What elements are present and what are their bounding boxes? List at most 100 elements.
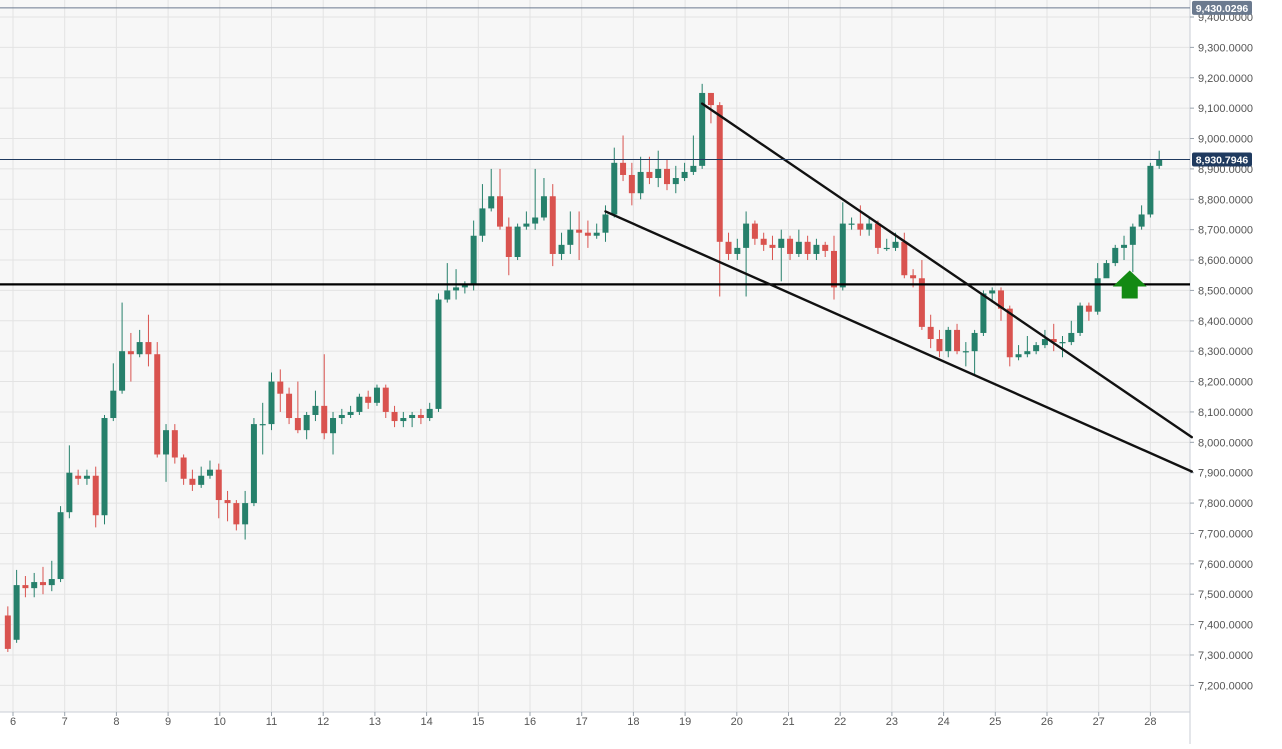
up-arrow-icon[interactable]: [1112, 270, 1147, 299]
candle-down: [417, 408, 424, 425]
candle-body: [163, 430, 170, 455]
candle-down: [497, 168, 504, 230]
candle-up: [593, 223, 600, 239]
candle-body: [699, 92, 706, 166]
candle-down: [874, 220, 881, 254]
candle-body: [980, 293, 987, 333]
candle-up: [48, 560, 55, 592]
candle-body: [198, 475, 205, 485]
candle-up: [567, 211, 574, 254]
candle-body: [716, 105, 723, 242]
candle-body: [110, 390, 117, 419]
candle-down: [189, 469, 196, 491]
candle-body: [1103, 263, 1110, 279]
candle-up: [101, 414, 108, 525]
price-axis-panel[interactable]: [1190, 0, 1282, 744]
candle-body: [1033, 345, 1040, 352]
candle-body: [751, 223, 758, 239]
candle-down: [75, 469, 82, 485]
y-tick-label: 9,300.0000: [1198, 42, 1253, 54]
y-tick-label: 8,000.0000: [1198, 437, 1253, 449]
candle-up: [523, 211, 530, 230]
candle-up: [268, 372, 275, 431]
candle-body: [1006, 308, 1013, 358]
candle-body: [760, 238, 767, 245]
candle-body: [690, 165, 697, 172]
candle-body: [743, 223, 750, 248]
y-tick-label: 8,900.0000: [1198, 164, 1253, 176]
candle-up: [242, 490, 249, 540]
candle-down: [1085, 302, 1092, 321]
candle-body: [224, 500, 231, 504]
candle-body: [356, 396, 363, 412]
x-tick-label: 27: [1093, 716, 1105, 728]
candle-up: [1138, 205, 1145, 230]
candle-up: [1041, 329, 1048, 349]
candle-up: [699, 83, 706, 169]
candle-body: [57, 512, 64, 580]
y-tick-label: 9,400.0000: [1198, 12, 1253, 24]
candle-body: [910, 275, 917, 279]
candle-up: [980, 290, 987, 336]
candle-down: [391, 405, 398, 428]
y-tick-label: 9,100.0000: [1198, 103, 1253, 115]
candle-up: [312, 390, 319, 422]
candle-up: [1068, 320, 1075, 346]
candle-down: [769, 235, 776, 261]
price-tag-label: 8,930.7946: [1196, 155, 1249, 167]
candle-body: [1138, 214, 1145, 227]
candle-body: [505, 226, 512, 258]
candle-down: [725, 232, 732, 261]
candle-up: [1059, 335, 1066, 358]
candle-down: [382, 384, 389, 419]
candle-down: [628, 162, 635, 206]
candle-body: [1024, 351, 1031, 355]
candle-up: [1015, 345, 1022, 361]
candle-body: [962, 351, 969, 353]
candle-down: [620, 135, 627, 182]
candle-up: [1112, 244, 1119, 267]
candle-up: [540, 178, 547, 221]
candle-up: [206, 460, 213, 479]
candle-down: [286, 387, 293, 425]
candle-up: [303, 411, 310, 440]
candle-down: [716, 102, 723, 297]
candle-down: [277, 369, 284, 412]
candle-body: [409, 414, 416, 419]
candle-body: [813, 244, 820, 254]
x-tick-label: 25: [989, 716, 1001, 728]
candle-up: [356, 393, 363, 415]
candle-body: [637, 171, 644, 194]
candle-body: [435, 299, 442, 409]
candle-up: [1094, 263, 1101, 315]
x-tick-label: 26: [1041, 716, 1053, 728]
candle-up: [795, 229, 802, 258]
x-tick-label: 28: [1144, 716, 1156, 728]
candle-down: [918, 260, 925, 330]
candle-down: [127, 332, 134, 382]
x-tick-label: 18: [627, 716, 639, 728]
candle-body: [444, 290, 451, 300]
candle-body: [312, 405, 319, 415]
candle-body: [628, 174, 635, 194]
candle-up: [470, 220, 477, 291]
candle-body: [92, 475, 99, 516]
x-tick-label: 15: [472, 716, 484, 728]
candle-body: [954, 329, 961, 352]
candle-down: [92, 466, 99, 528]
candle-body: [233, 503, 240, 525]
candle-body: [268, 381, 275, 425]
y-tick-label: 8,800.0000: [1198, 194, 1253, 206]
candle-up: [163, 424, 170, 482]
candle-down: [154, 342, 161, 458]
candle-body: [514, 226, 521, 258]
candle-down: [171, 424, 178, 464]
y-tick-label: 7,500.0000: [1198, 589, 1253, 601]
time-axis-panel[interactable]: [0, 712, 1190, 744]
x-tick-label: 12: [317, 716, 329, 728]
candle-body: [189, 478, 196, 485]
x-tick-label: 9: [165, 716, 171, 728]
trendline[interactable]: [604, 210, 1193, 473]
